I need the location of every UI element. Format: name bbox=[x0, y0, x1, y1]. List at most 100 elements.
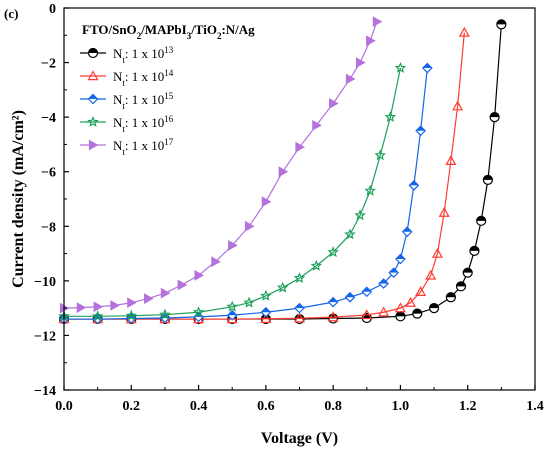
data-point bbox=[361, 309, 373, 320]
data-point bbox=[496, 19, 507, 30]
y-tick-label: −14 bbox=[34, 384, 56, 399]
data-point bbox=[192, 306, 205, 318]
data-point bbox=[489, 112, 500, 123]
legend-entry-1: Nt: 1 x 1013 bbox=[80, 45, 174, 65]
y-axis-title: Current density (mA/cm²) bbox=[10, 110, 27, 288]
x-axis-title: Voltage (V) bbox=[261, 430, 338, 447]
data-point bbox=[425, 269, 437, 280]
x-tick-label: 0.4 bbox=[190, 399, 208, 414]
x-tick-label: 1.4 bbox=[526, 399, 544, 414]
series-line bbox=[64, 67, 428, 320]
data-point bbox=[395, 253, 406, 265]
series-line bbox=[63, 21, 378, 309]
y-tick-label: −10 bbox=[34, 275, 56, 290]
x-tick-label: 0.2 bbox=[123, 399, 141, 414]
data-point bbox=[438, 206, 450, 217]
axis-ticks: 0.0 0.2 0.4 0.6 0.8 1.0 1.2 1.4 0 −2 −4 −6 −8 −10 −12 −… bbox=[34, 2, 544, 414]
series-line bbox=[64, 67, 402, 317]
data-point bbox=[361, 286, 373, 298]
legend-marker bbox=[87, 47, 99, 59]
data-point bbox=[455, 281, 467, 292]
data-point bbox=[344, 291, 356, 303]
data-point bbox=[344, 228, 356, 240]
data-point bbox=[431, 247, 443, 258]
data-point bbox=[476, 215, 487, 226]
data-point bbox=[260, 289, 272, 301]
data-point bbox=[445, 155, 457, 165]
data-point bbox=[260, 306, 272, 318]
data-point bbox=[226, 313, 238, 324]
data-point bbox=[293, 312, 306, 323]
x-tick-label: 1.2 bbox=[459, 399, 477, 414]
data-point bbox=[384, 111, 397, 123]
data-point bbox=[327, 311, 339, 322]
data-point bbox=[421, 62, 433, 74]
x-tick-label: 0.8 bbox=[324, 399, 342, 414]
data-point bbox=[412, 308, 423, 319]
data-point bbox=[482, 174, 493, 185]
data-point bbox=[374, 149, 387, 161]
data-point bbox=[395, 311, 406, 322]
data-point bbox=[452, 100, 464, 111]
legend: Nt: 1 x 1013 Nt: 1 x 1014 Nt: 1 x 1015 Nt: … bbox=[80, 45, 174, 157]
legend-marker bbox=[87, 93, 99, 105]
data-point bbox=[469, 245, 480, 256]
legend-label: Nt: 1 x 1015 bbox=[113, 91, 174, 111]
plot-area: 0.0 0.2 0.4 0.6 0.8 1.0 1.2 1.4 0 −2 −4 −6 −8 −10 −12 −… bbox=[34, 2, 544, 414]
data-point bbox=[415, 286, 427, 296]
chart-title: FTO/SnO2/MAPbI3/TiO2:N/Ag bbox=[82, 22, 255, 41]
legend-entry-5: Nt: 1 x 1017 bbox=[80, 137, 174, 157]
series-line bbox=[64, 32, 465, 320]
data-point bbox=[294, 302, 305, 314]
legend-entry-2: Nt: 1 x 1014 bbox=[80, 68, 174, 88]
y-tick-label: −4 bbox=[41, 111, 56, 126]
data-point bbox=[91, 310, 104, 322]
data-point bbox=[462, 267, 473, 278]
data-point bbox=[408, 180, 420, 191]
legend-label: Nt: 1 x 1014 bbox=[113, 68, 174, 88]
panel-label: (c) bbox=[4, 6, 18, 21]
series-4 bbox=[58, 61, 407, 322]
data-point bbox=[428, 303, 440, 314]
data-point bbox=[458, 26, 470, 37]
data-point bbox=[226, 300, 238, 312]
data-point bbox=[445, 292, 456, 303]
data-point bbox=[415, 125, 426, 137]
data-point bbox=[293, 272, 306, 284]
y-tick-label: −2 bbox=[41, 57, 56, 72]
plot-frame bbox=[63, 7, 536, 391]
data-point bbox=[243, 296, 255, 308]
data-point bbox=[327, 296, 339, 308]
data-point bbox=[125, 309, 138, 321]
data-point bbox=[159, 308, 171, 320]
data-point bbox=[405, 296, 417, 307]
legend-entry-3: Nt: 1 x 1015 bbox=[80, 91, 174, 111]
x-tick-label: 0.6 bbox=[257, 399, 275, 414]
data-point bbox=[327, 246, 339, 258]
data-point bbox=[378, 278, 389, 289]
y-tick-label: 0 bbox=[49, 2, 56, 17]
legend-label: Nt: 1 x 1016 bbox=[113, 114, 174, 134]
data-point bbox=[310, 259, 323, 271]
data-point bbox=[401, 226, 413, 238]
y-tick-label: −6 bbox=[41, 166, 56, 181]
x-tick-label: 1.0 bbox=[392, 399, 410, 414]
legend-entry-4: Nt: 1 x 1016 bbox=[80, 114, 174, 134]
data-point bbox=[388, 267, 400, 279]
series-5 bbox=[59, 16, 383, 314]
data-point bbox=[364, 184, 376, 196]
data-point bbox=[378, 306, 390, 317]
data-point bbox=[276, 281, 289, 293]
data-point bbox=[394, 302, 406, 313]
data-point bbox=[354, 209, 366, 221]
x-tick-label: 0.0 bbox=[55, 399, 73, 414]
legend-marker bbox=[87, 115, 99, 127]
series-layer bbox=[58, 16, 507, 325]
data-point bbox=[394, 61, 407, 73]
legend-marker bbox=[87, 70, 99, 81]
legend-label: Nt: 1 x 1017 bbox=[113, 137, 174, 157]
data-point bbox=[226, 309, 238, 321]
y-tick-label: −8 bbox=[41, 220, 56, 235]
y-tick-label: −12 bbox=[34, 329, 56, 344]
